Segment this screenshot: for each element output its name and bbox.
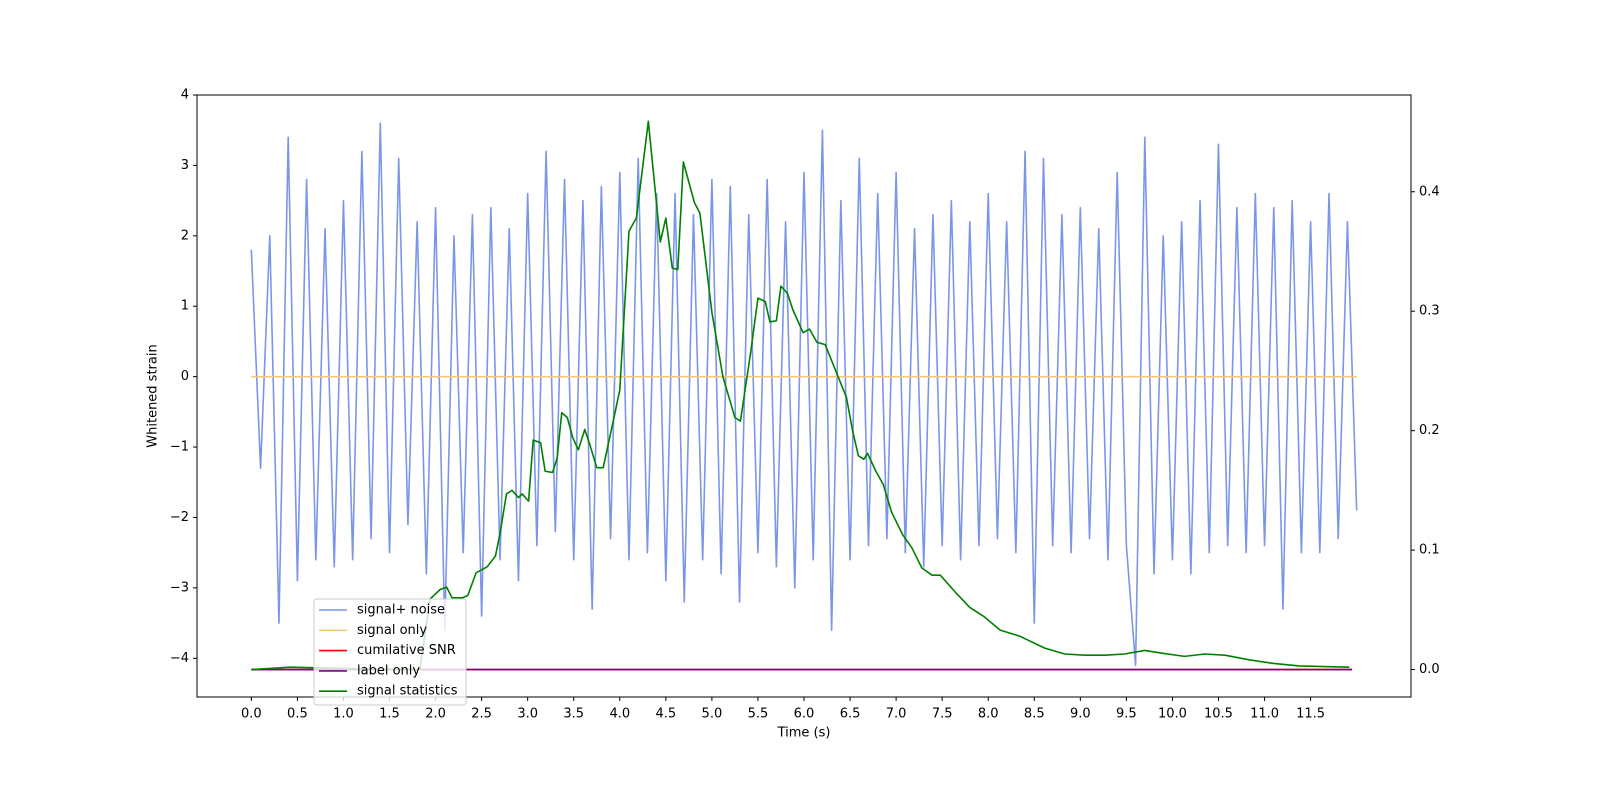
y-tick-label: −1 xyxy=(170,440,189,455)
x-tick-label: 3.0 xyxy=(517,707,538,722)
series-line xyxy=(250,122,1358,667)
legend-label: signal+ noise xyxy=(357,603,445,618)
axes-frame xyxy=(196,94,1412,698)
y2-tick-label: 0.3 xyxy=(1419,304,1440,319)
x-tick-label: 9.5 xyxy=(1116,707,1137,722)
x-tick-label: 3.5 xyxy=(563,707,584,722)
legend: signal+ noise signal only cumilative SNR la… xyxy=(313,598,467,706)
y-tick-label: 1 xyxy=(181,299,189,314)
x-tick-label: 0.0 xyxy=(241,707,262,722)
x-tick-label: 2.0 xyxy=(425,707,446,722)
plot-area xyxy=(250,120,1358,671)
x-tick-label: 2.5 xyxy=(471,707,492,722)
y-axis-label: Whitened strain xyxy=(146,344,161,447)
x-tick-label: 5.5 xyxy=(748,707,769,722)
x-tick-label: 1.0 xyxy=(333,707,354,722)
x-tick-label: 6.5 xyxy=(840,707,861,722)
x-tick-label: 7.0 xyxy=(886,707,907,722)
y2-tick-label: 0.1 xyxy=(1419,543,1440,558)
y2-tick-label: 0.0 xyxy=(1419,662,1440,677)
x-tick-label: 7.5 xyxy=(932,707,953,722)
x-tick-label: 10.5 xyxy=(1204,707,1233,722)
x-tick-label: 8.5 xyxy=(1024,707,1045,722)
x-tick-label: 6.0 xyxy=(794,707,815,722)
y-tick-label: 0 xyxy=(181,369,189,384)
x-tick-label: 8.0 xyxy=(978,707,999,722)
x-tick-label: 1.5 xyxy=(379,707,400,722)
y-tick-label: 3 xyxy=(181,158,189,173)
legend-label: signal only xyxy=(357,623,427,638)
y-tick-label: −4 xyxy=(170,651,189,666)
x-tick-label: 4.5 xyxy=(655,707,676,722)
x-tick-label: 10.0 xyxy=(1158,707,1187,722)
legend-label: label only xyxy=(357,663,420,678)
y-tick-label: 2 xyxy=(181,228,189,243)
x-tick-label: 0.5 xyxy=(287,707,308,722)
legend-label: cumilative SNR xyxy=(357,643,456,658)
x-tick-label: 5.0 xyxy=(702,707,723,722)
y-tick-label: 4 xyxy=(181,88,189,103)
x-tick-label: 9.0 xyxy=(1070,707,1091,722)
y-tick-label: −2 xyxy=(170,510,189,525)
series-line xyxy=(251,120,1350,671)
y2-tick-label: 0.2 xyxy=(1419,423,1440,438)
legend-box xyxy=(313,598,467,706)
legend-label: signal statistics xyxy=(357,684,458,699)
y-tick-label: −3 xyxy=(170,580,189,595)
x-tick-label: 11.5 xyxy=(1296,707,1325,722)
x-tick-label: 4.0 xyxy=(609,707,630,722)
x-axis-label: Time (s) xyxy=(777,726,831,741)
x-tick-label: 11.0 xyxy=(1250,707,1279,722)
y2-tick-label: 0.4 xyxy=(1419,184,1440,199)
